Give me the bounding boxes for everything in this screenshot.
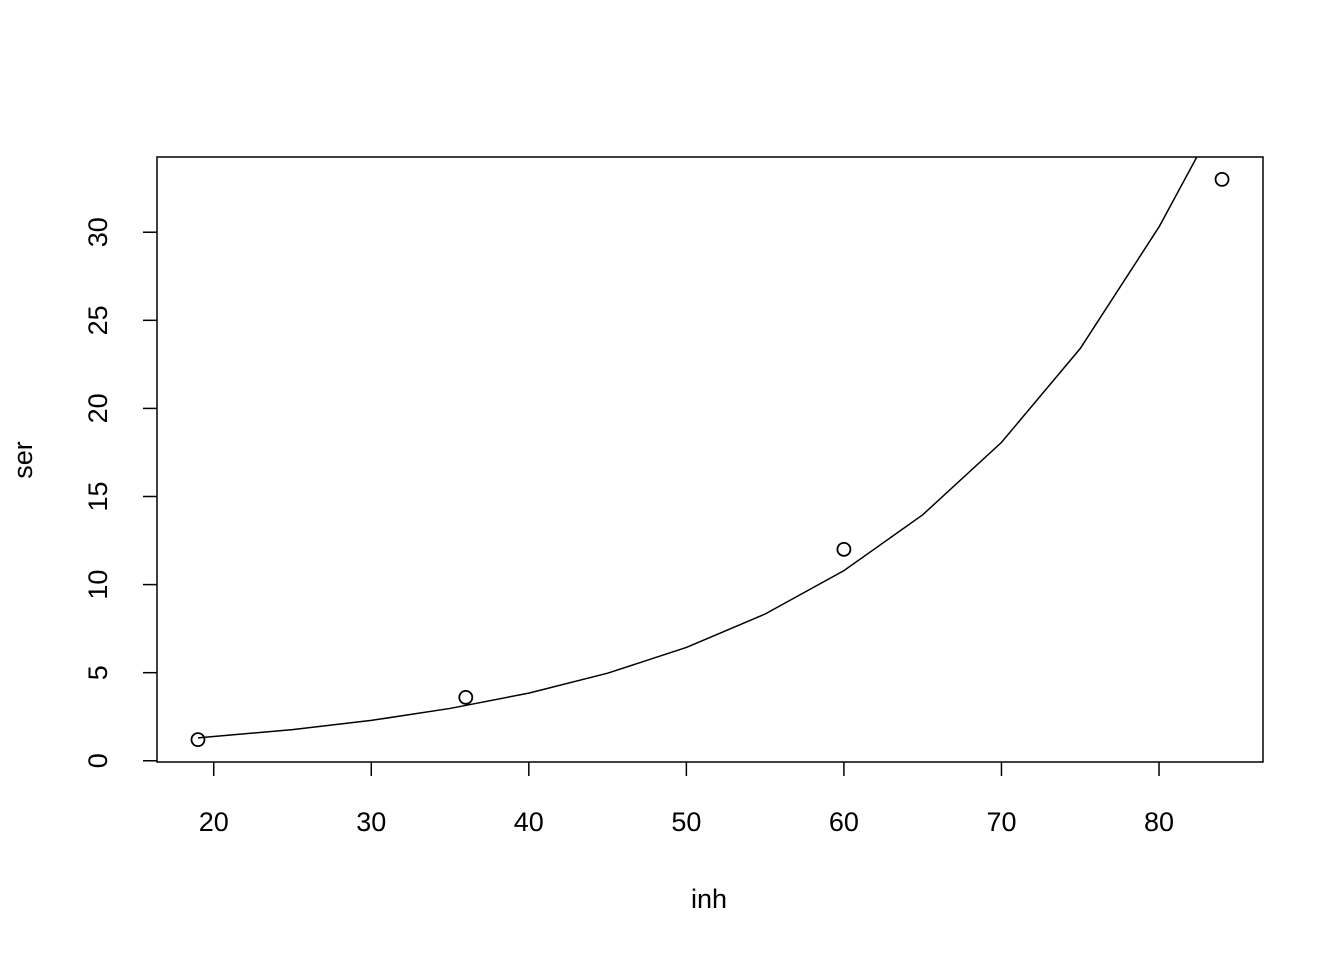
- x-tick-label: 70: [986, 807, 1016, 837]
- y-tick-label: 5: [83, 665, 113, 680]
- y-tick-label: 0: [83, 753, 113, 768]
- point: [458, 689, 474, 705]
- y-tick-label: 25: [83, 305, 113, 335]
- x-tick-label: 20: [199, 807, 229, 837]
- x-axis-label: inh: [691, 884, 727, 914]
- y-tick-label: 10: [83, 570, 113, 600]
- point: [1214, 171, 1230, 187]
- y-tick-label: 15: [83, 481, 113, 511]
- fit-curve: [197, 157, 1198, 739]
- point: [190, 732, 206, 748]
- x-tick-label: 50: [671, 807, 701, 837]
- point: [836, 541, 852, 557]
- x-tick-label: 60: [829, 807, 859, 837]
- x-tick-label: 80: [1144, 807, 1174, 837]
- y-axis-label: ser: [8, 441, 38, 479]
- plot-frame: [156, 156, 1264, 763]
- x-tick-label: 40: [514, 807, 544, 837]
- x-tick-label: 30: [356, 807, 386, 837]
- y-tick-label: 20: [83, 393, 113, 423]
- y-tick-label: 30: [83, 217, 113, 247]
